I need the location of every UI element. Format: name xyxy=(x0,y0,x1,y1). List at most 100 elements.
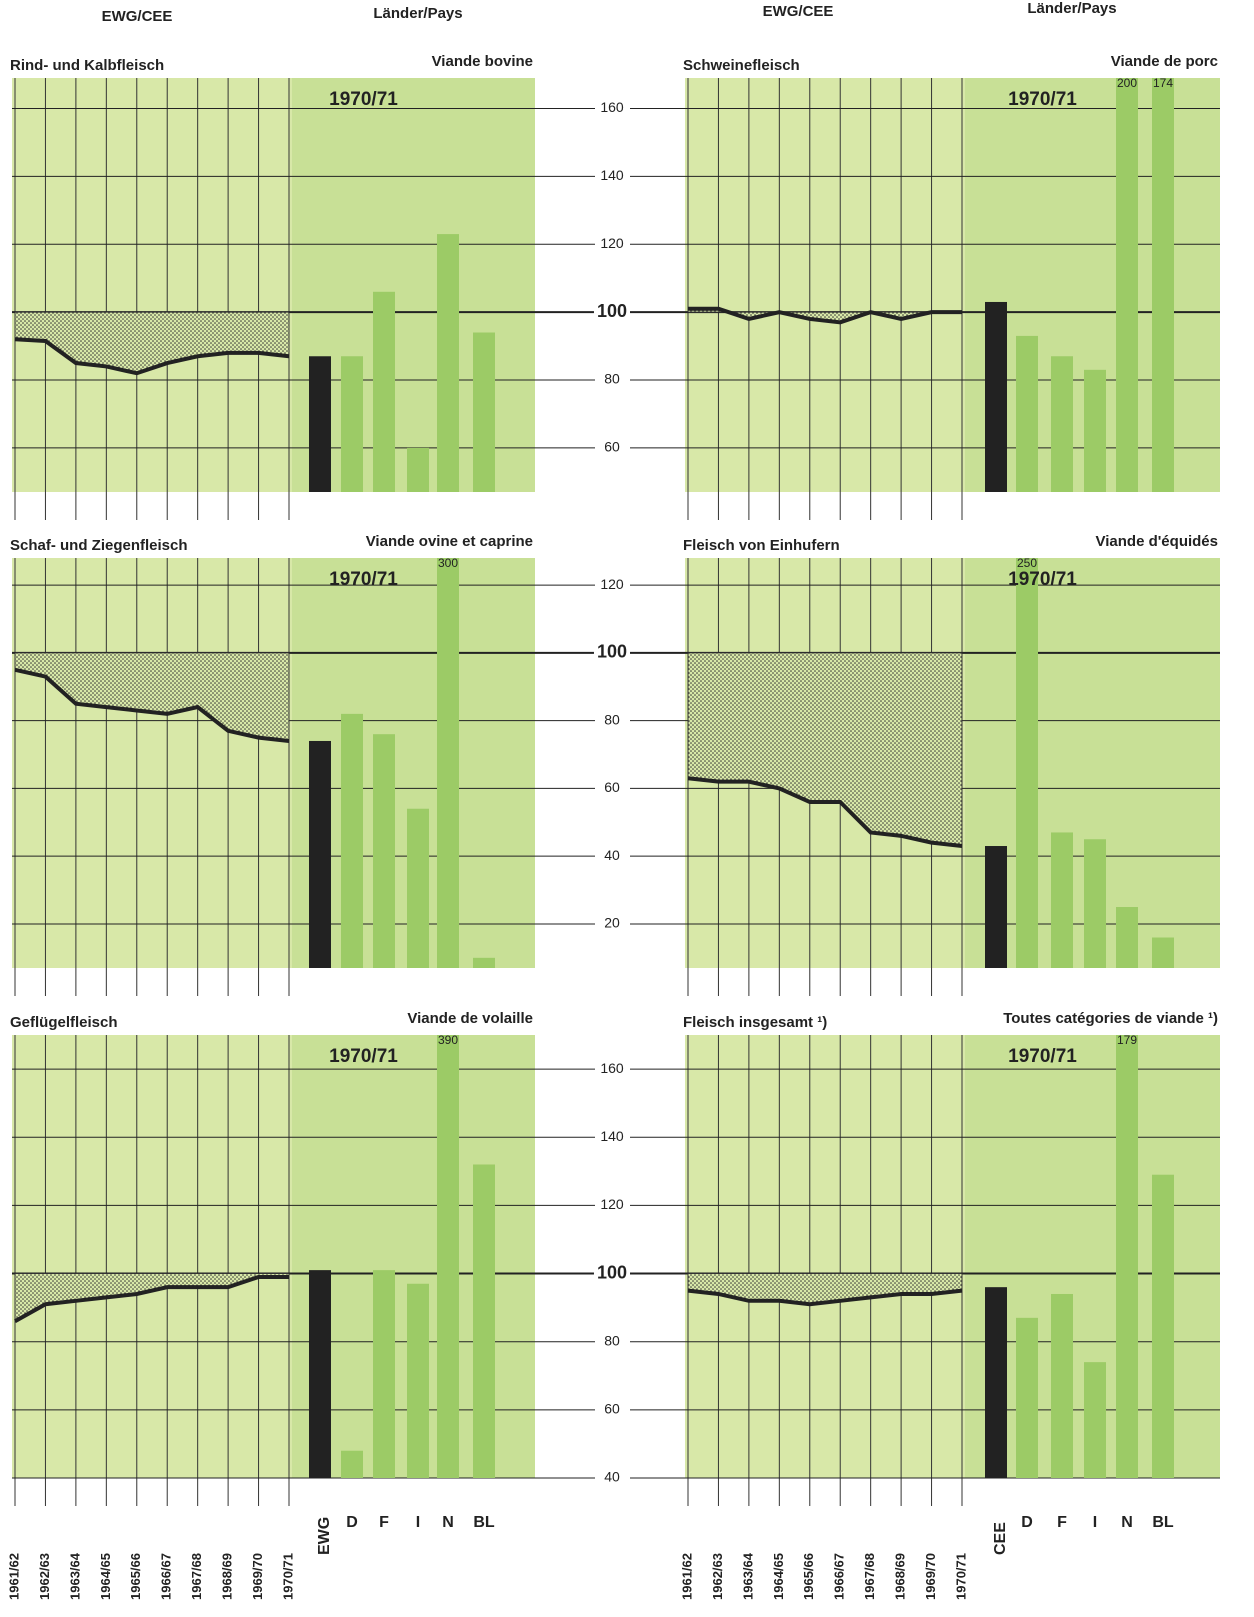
x-tick-label: F xyxy=(1057,1514,1067,1531)
bar xyxy=(341,713,363,968)
bar xyxy=(985,301,1007,492)
period: 1970/71 xyxy=(1008,569,1077,590)
panel-years xyxy=(12,78,292,492)
y-tick-label: 80 xyxy=(604,1332,620,1348)
tick-backdrop xyxy=(593,641,631,662)
y-tick-label: 160 xyxy=(600,99,624,115)
x-tick-label: 1963/64 xyxy=(740,1552,755,1600)
bar xyxy=(373,1270,395,1478)
bar xyxy=(373,291,395,492)
x-tick-label: 1965/66 xyxy=(128,1553,143,1600)
x-tick-label: 1967/68 xyxy=(862,1553,877,1600)
panel-years xyxy=(12,558,292,968)
x-tick-label: 1961/62 xyxy=(679,1553,694,1600)
bar xyxy=(1116,78,1138,492)
bar-value-label: 300 xyxy=(438,556,458,570)
index-line xyxy=(687,776,963,849)
panel-subtitle: Viande ovine et caprine xyxy=(366,533,533,550)
y-tick-label: 120 xyxy=(600,576,624,592)
bar xyxy=(407,1283,429,1478)
bar xyxy=(373,734,395,968)
y-tick-label: 160 xyxy=(600,1060,624,1076)
bar xyxy=(309,1270,331,1478)
y-tick-label: 80 xyxy=(604,711,620,727)
x-tick-label: 1962/63 xyxy=(37,1553,52,1600)
x-tick-label: 1962/63 xyxy=(710,1553,725,1600)
bar-value-label: 250 xyxy=(1017,556,1037,570)
header-group: EWG/CEE xyxy=(763,3,834,20)
x-tick-label: 1965/66 xyxy=(801,1553,816,1600)
bar xyxy=(1051,1293,1073,1478)
tick-backdrop xyxy=(597,1127,627,1144)
y-tick-label: 20 xyxy=(604,915,620,931)
bar xyxy=(407,808,429,968)
bar xyxy=(1084,1362,1106,1478)
tick-backdrop xyxy=(597,575,627,592)
tick-backdrop xyxy=(601,846,623,863)
x-tick-label: 1964/65 xyxy=(771,1553,786,1600)
index-line xyxy=(14,337,290,376)
bar xyxy=(1152,78,1174,492)
header-countries: Länder/Pays xyxy=(1027,0,1116,17)
panel-subtitle: Viande de porc xyxy=(1111,53,1218,70)
bar xyxy=(341,1450,363,1478)
tick-backdrop xyxy=(593,300,631,321)
tick-backdrop xyxy=(601,711,623,728)
tick-backdrop xyxy=(593,1262,631,1283)
x-tick-label: I xyxy=(416,1514,420,1531)
bar xyxy=(1016,335,1038,492)
period: 1970/71 xyxy=(329,89,398,110)
index-line xyxy=(688,306,962,325)
x-tick-label: BL xyxy=(473,1514,495,1531)
x-tick-label: D xyxy=(346,1514,358,1531)
panel-title: Fleisch von Einhufern xyxy=(683,537,840,554)
bar xyxy=(309,740,331,968)
tick-backdrop xyxy=(597,167,627,184)
x-tick-label: 1970/71 xyxy=(953,1553,968,1600)
bar-value-label: 390 xyxy=(438,1033,458,1047)
y-tick-label: 100 xyxy=(597,642,627,662)
y-tick-label: 40 xyxy=(604,1469,620,1485)
panel-subtitle: Viande bovine xyxy=(432,53,533,70)
x-tick-label: EWG xyxy=(316,1517,333,1555)
y-tick-label: 40 xyxy=(604,847,620,863)
bar xyxy=(437,234,459,492)
bar xyxy=(437,1035,459,1478)
bar xyxy=(1152,1174,1174,1478)
tick-backdrop xyxy=(601,438,623,455)
y-tick-label: 140 xyxy=(600,167,624,183)
bar-value-label: 179 xyxy=(1117,1033,1137,1047)
x-tick-label: 1968/69 xyxy=(893,1553,908,1600)
x-tick-label: 1969/70 xyxy=(250,1553,265,1600)
tick-backdrop xyxy=(601,370,623,387)
x-tick-label: 1961/62 xyxy=(6,1553,21,1600)
period: 1970/71 xyxy=(1008,1046,1077,1067)
period: 1970/71 xyxy=(1008,89,1077,110)
bar xyxy=(1016,558,1038,968)
y-tick-label: 120 xyxy=(600,235,624,251)
x-tick-label: 1969/70 xyxy=(923,1553,938,1600)
index-line xyxy=(14,1274,289,1323)
panel-title: Rind- und Kalbfleisch xyxy=(10,57,164,74)
panel-title: Fleisch insgesamt ¹) xyxy=(683,1014,827,1031)
bar xyxy=(437,558,459,968)
x-tick-label: F xyxy=(379,1514,389,1531)
y-tick-label: 140 xyxy=(600,1128,624,1144)
x-tick-label: 1966/67 xyxy=(159,1553,174,1600)
x-tick-label: 1967/68 xyxy=(189,1553,204,1600)
period: 1970/71 xyxy=(329,569,398,590)
panel-years xyxy=(12,1035,292,1478)
panel-title: Geflügelfleisch xyxy=(10,1014,118,1031)
y-tick-label: 120 xyxy=(600,1196,624,1212)
panel-subtitle: Viande d'équidés xyxy=(1096,533,1219,550)
bar xyxy=(407,447,429,492)
x-tick-label: 1968/69 xyxy=(220,1553,235,1600)
index-line xyxy=(687,1288,963,1307)
bar xyxy=(1051,356,1073,492)
tick-backdrop xyxy=(597,99,627,116)
tick-backdrop xyxy=(597,1196,627,1213)
x-tick-label: 1963/64 xyxy=(67,1552,82,1600)
x-tick-label: BL xyxy=(1152,1514,1174,1531)
bar xyxy=(473,1164,495,1478)
